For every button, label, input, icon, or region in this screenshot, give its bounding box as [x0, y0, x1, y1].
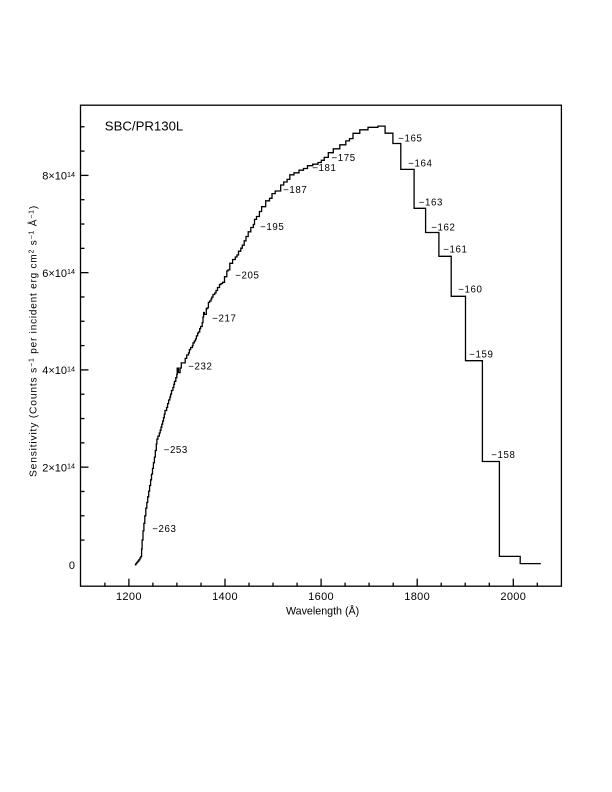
svg-text:−159: −159	[469, 350, 493, 361]
svg-text:8×1014: 8×1014	[42, 170, 75, 183]
svg-text:2000: 2000	[500, 591, 526, 603]
svg-text:−253: −253	[164, 445, 188, 456]
svg-text:−164: −164	[408, 158, 432, 169]
svg-text:−217: −217	[212, 314, 236, 325]
svg-text:2×1014: 2×1014	[42, 462, 75, 475]
svg-text:−195: −195	[260, 222, 284, 233]
svg-text:−263: −263	[152, 524, 176, 535]
svg-text:6×1014: 6×1014	[42, 267, 75, 280]
svg-text:−163: −163	[419, 197, 443, 208]
svg-text:0: 0	[69, 560, 75, 572]
svg-text:SBC/PR130L: SBC/PR130L	[105, 119, 183, 134]
svg-text:1600: 1600	[308, 591, 334, 603]
svg-text:−162: −162	[431, 222, 455, 233]
svg-text:Sensitivity (Counts s−1 per in: Sensitivity (Counts s−1 per incident erg…	[27, 205, 40, 477]
svg-text:1400: 1400	[212, 591, 238, 603]
svg-text:1800: 1800	[404, 591, 430, 603]
svg-text:−160: −160	[458, 284, 482, 295]
svg-text:4×1014: 4×1014	[42, 365, 75, 378]
svg-text:−187: −187	[283, 185, 307, 196]
svg-text:−205: −205	[235, 271, 259, 282]
svg-text:−165: −165	[398, 134, 422, 145]
svg-text:−232: −232	[188, 361, 212, 372]
svg-text:−181: −181	[312, 163, 336, 174]
svg-text:−161: −161	[443, 244, 467, 255]
svg-text:Wavelength (Å): Wavelength (Å)	[286, 605, 359, 618]
svg-text:1200: 1200	[116, 591, 142, 603]
svg-text:−175: −175	[332, 153, 356, 164]
svg-text:−158: −158	[491, 450, 515, 461]
